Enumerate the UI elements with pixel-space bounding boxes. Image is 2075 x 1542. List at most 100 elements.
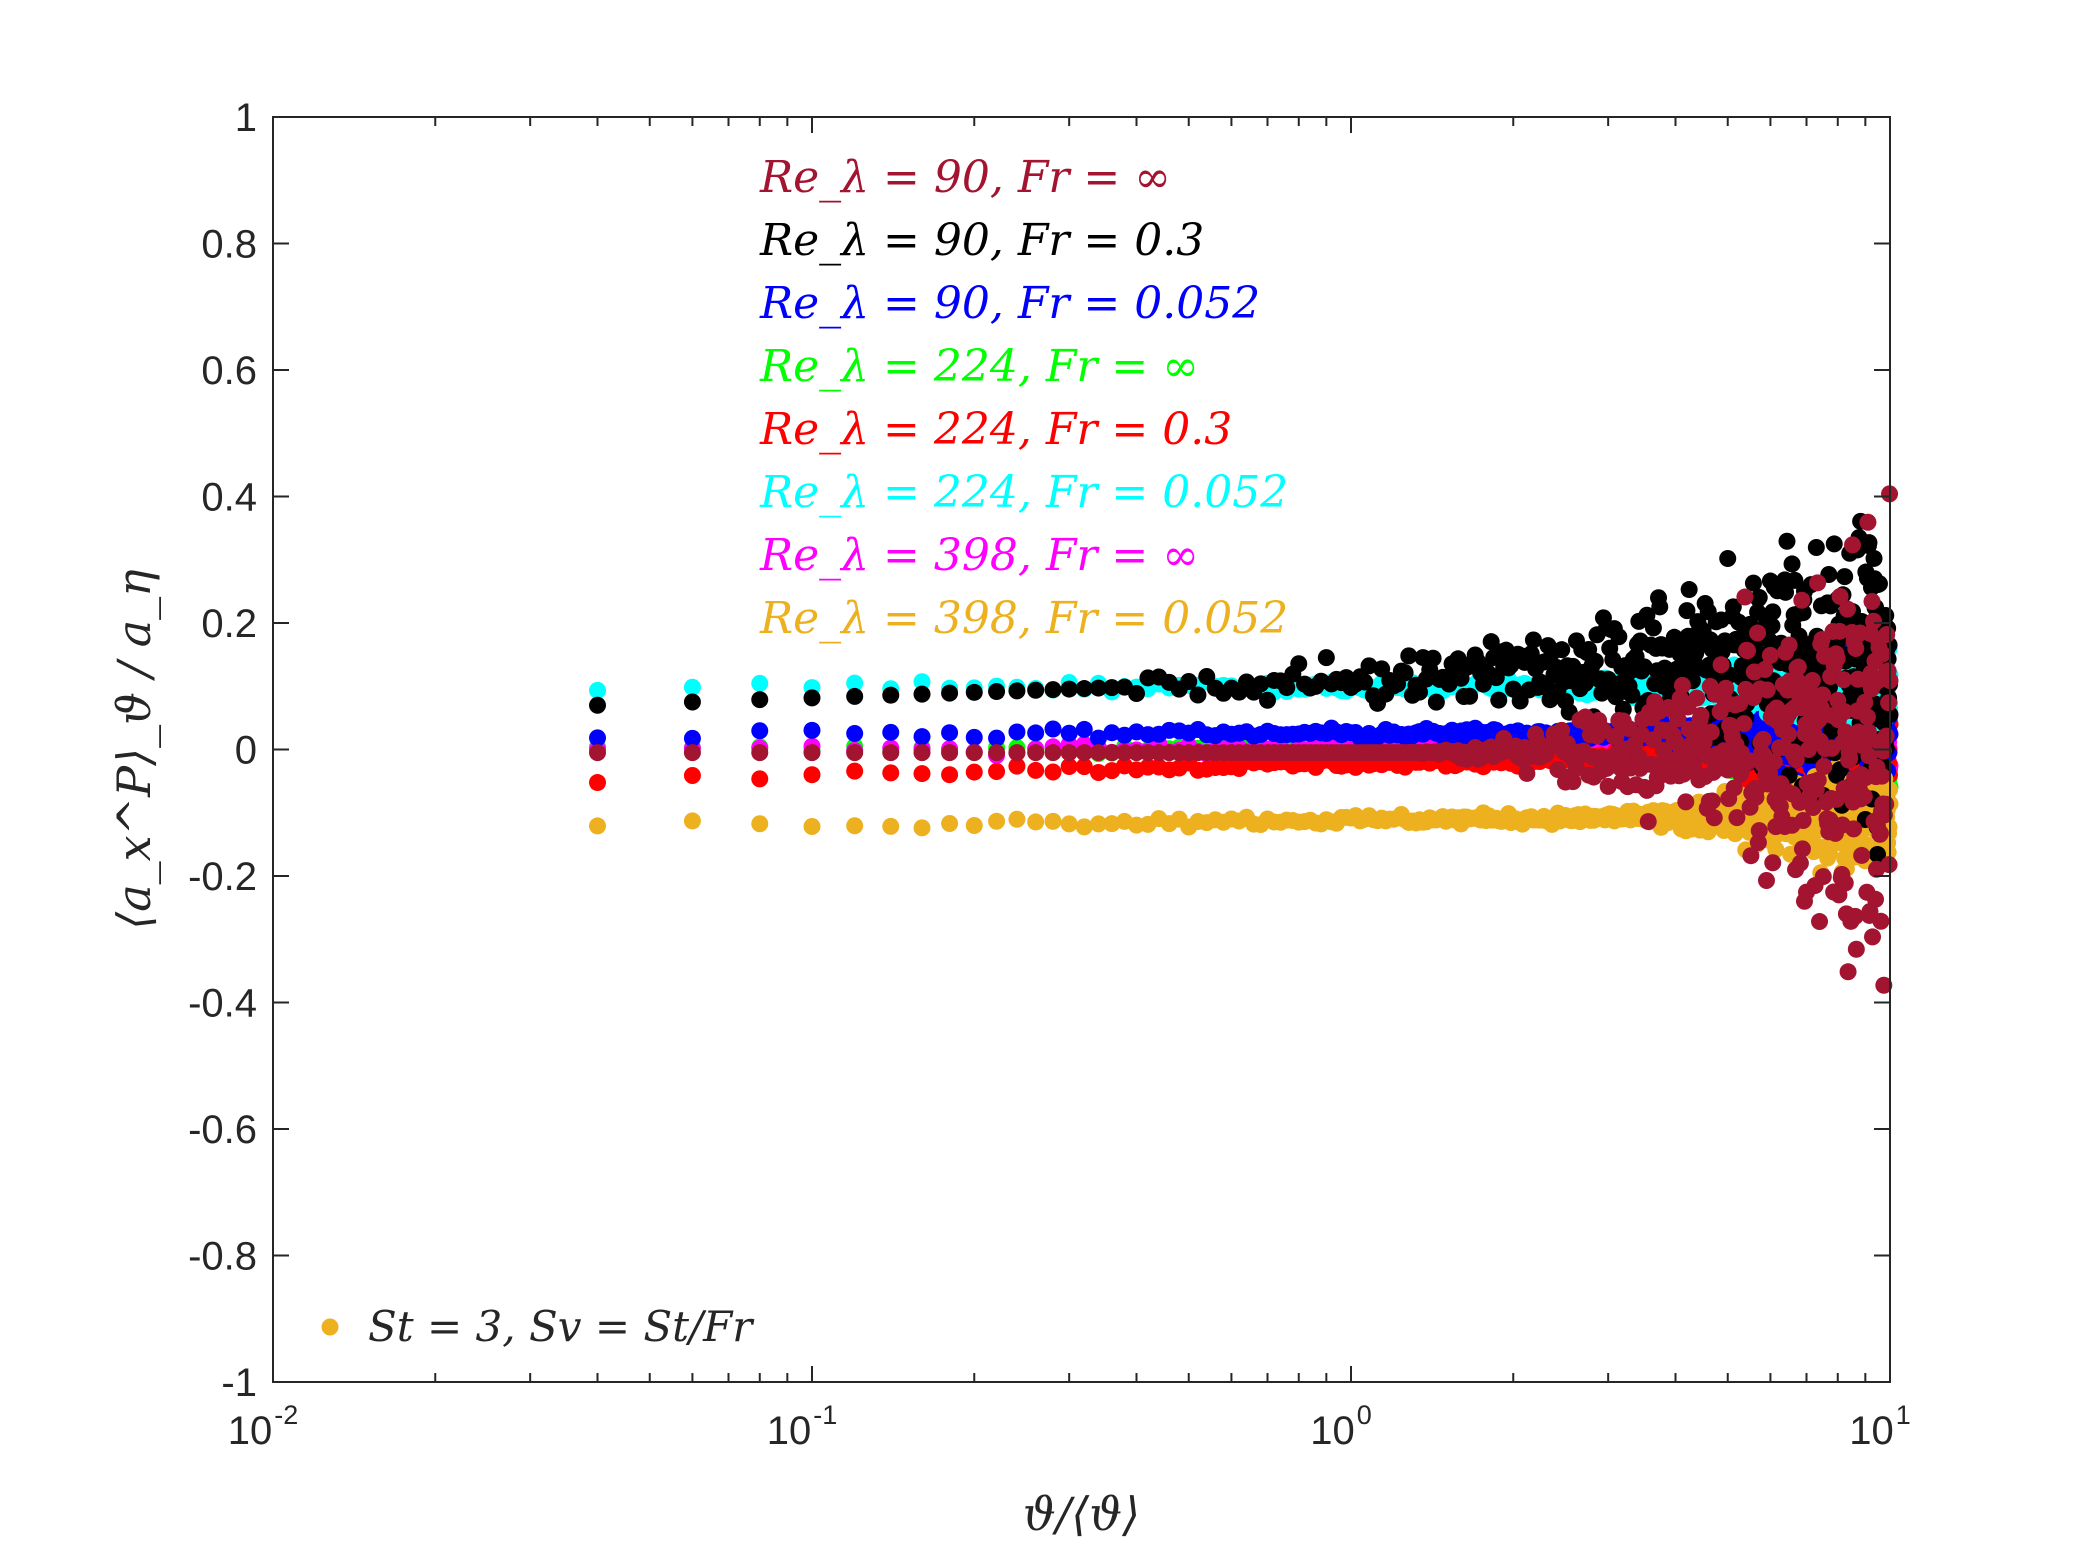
data-point [1761, 646, 1779, 664]
data-point [1749, 624, 1767, 642]
y-tick-label: -0.4 [188, 982, 257, 1026]
data-point [1688, 689, 1706, 707]
data-point [882, 817, 900, 835]
data-point [1877, 795, 1895, 813]
data-point [965, 816, 983, 834]
data-point [683, 729, 701, 747]
data-point [1705, 809, 1723, 827]
data-point [803, 721, 821, 739]
data-point [1635, 658, 1653, 676]
data-point [1060, 680, 1078, 698]
legend-entry: Re_λ = 90, Fr = 0.3 [759, 215, 1204, 266]
data-point [1744, 574, 1762, 592]
x-tick-label: 100 [1310, 1400, 1372, 1453]
data-point [589, 817, 607, 835]
data-point [1680, 581, 1698, 599]
data-point [1868, 845, 1886, 863]
y-axis-label: ⟨a_x^P⟩_ϑ / a_η [107, 569, 161, 930]
data-point [751, 770, 769, 788]
data-point [1758, 681, 1776, 699]
data-point [1424, 649, 1442, 667]
data-point [1089, 679, 1107, 697]
data-point [1075, 720, 1093, 738]
data-point [1103, 744, 1121, 762]
data-point [1396, 664, 1414, 682]
data-point [1008, 744, 1026, 762]
legend-entry: Re_λ = 90, Fr = 0.052 [759, 278, 1260, 329]
data-point [1828, 649, 1846, 667]
data-point [1835, 671, 1853, 689]
data-point [913, 685, 931, 703]
data-point [1089, 729, 1107, 747]
data-point [1844, 536, 1862, 554]
data-point [1060, 744, 1078, 762]
data-point [803, 744, 821, 762]
y-tick-label: 0.6 [201, 349, 257, 393]
data-point [1719, 550, 1737, 568]
data-point [751, 744, 769, 762]
data-point [1855, 788, 1873, 806]
data-point [1610, 628, 1628, 646]
data-point [1427, 693, 1445, 711]
data-point [1027, 761, 1045, 779]
data-point [1878, 625, 1896, 643]
data-point [1867, 890, 1885, 908]
data-point [846, 674, 864, 692]
data-point [913, 765, 931, 783]
data-point [1814, 686, 1832, 704]
data-point [1673, 676, 1691, 694]
data-point [846, 817, 864, 835]
data-point [941, 684, 959, 702]
data-point [1044, 812, 1062, 830]
data-point [1075, 744, 1093, 762]
data-point [1089, 815, 1107, 833]
data-point [1764, 854, 1782, 872]
data-point [1644, 619, 1662, 637]
data-point [965, 744, 983, 762]
tick-labels: 1 0.8 0.6 0.4 0.2 0 -0.2 -0.4 -0.6 -0.8 -110-2 10-1… [188, 96, 1911, 1453]
data-point [1780, 636, 1798, 654]
data-point [1765, 753, 1783, 771]
data-point [941, 766, 959, 784]
data-point [1793, 840, 1811, 858]
data-point [1789, 658, 1807, 676]
data-point [1518, 764, 1536, 782]
data-point [1831, 622, 1849, 640]
data-point [1800, 740, 1818, 758]
data-point [1008, 682, 1026, 700]
data-point [1638, 606, 1656, 624]
y-tick-label: 1 [235, 96, 257, 140]
data-point [1783, 555, 1801, 573]
data-point [1116, 744, 1134, 762]
y-tick-label: -0.2 [188, 855, 257, 899]
data-point [1825, 535, 1843, 553]
data-point [1874, 742, 1892, 760]
data-point [941, 744, 959, 762]
data-point [1742, 847, 1760, 865]
data-point [1623, 686, 1641, 704]
data-point [1549, 761, 1567, 779]
data-point [1815, 758, 1833, 776]
data-point [1724, 598, 1742, 616]
data-point [1863, 592, 1881, 610]
y-tick-label: 0.2 [201, 602, 257, 646]
legend-entry: Re_λ = 224, Fr = ∞ [759, 341, 1199, 392]
x-tick-label: 10-1 [767, 1400, 838, 1453]
data-point [1763, 617, 1781, 635]
data-point [1779, 725, 1797, 743]
data-point [1756, 661, 1774, 679]
data-point [683, 693, 701, 711]
data-point [1880, 694, 1898, 712]
data-point [941, 724, 959, 742]
data-point [988, 729, 1006, 747]
data-point [1877, 727, 1895, 745]
data-point [1841, 749, 1859, 767]
data-point [1757, 872, 1775, 890]
data-point [846, 744, 864, 762]
data-point [1871, 824, 1889, 842]
data-point [751, 691, 769, 709]
data-point [1859, 513, 1877, 531]
legend-entry: Re_λ = 224, Fr = 0.3 [759, 404, 1232, 455]
data-point [1490, 691, 1508, 709]
